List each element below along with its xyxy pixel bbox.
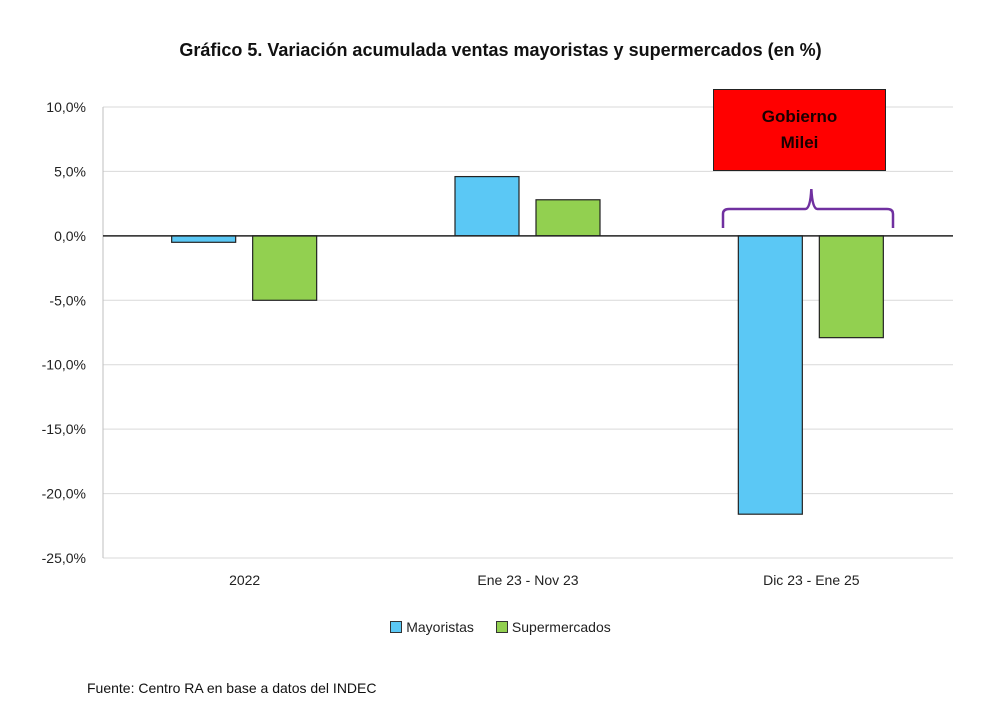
gobierno-milei-annotation: Gobierno Milei bbox=[713, 89, 886, 171]
y-tick-label: 5,0% bbox=[54, 163, 86, 179]
y-tick-label: -10,0% bbox=[42, 357, 86, 373]
y-tick-label: 0,0% bbox=[54, 228, 86, 244]
bar-supermercados-0 bbox=[252, 235, 318, 301]
legend-label: Mayoristas bbox=[406, 619, 474, 635]
annotation-line2: Milei bbox=[780, 133, 819, 152]
legend-label: Supermercados bbox=[511, 619, 611, 635]
y-tick-label: -5,0% bbox=[49, 292, 86, 308]
legend-swatch bbox=[390, 621, 403, 633]
x-tick-label: 2022 bbox=[229, 572, 260, 588]
legend-item-supermercados: Supermercados bbox=[495, 619, 611, 635]
y-tick-label: -25,0% bbox=[42, 550, 86, 566]
bar-mayoristas-1 bbox=[454, 175, 520, 237]
x-tick-label: Dic 23 - Ene 25 bbox=[763, 572, 860, 588]
legend-item-mayoristas: Mayoristas bbox=[390, 619, 474, 635]
source-note: Fuente: Centro RA en base a datos del IN… bbox=[87, 680, 377, 696]
y-tick-label: -20,0% bbox=[42, 486, 86, 502]
x-tick-label: Ene 23 - Nov 23 bbox=[477, 572, 578, 588]
y-tick-label: -15,0% bbox=[42, 421, 86, 437]
legend-swatch bbox=[495, 621, 508, 633]
annotation-line1: Gobierno bbox=[761, 107, 838, 126]
y-tick-label: 10,0% bbox=[46, 99, 86, 115]
bar-supermercados-2 bbox=[818, 235, 884, 339]
bracket-icon bbox=[721, 188, 895, 228]
bar-supermercados-1 bbox=[535, 199, 601, 237]
legend: Mayoristas Supermercados bbox=[0, 619, 1001, 635]
chart-title: Gráfico 5. Variación acumulada ventas ma… bbox=[179, 40, 822, 60]
bar-mayoristas-0 bbox=[171, 235, 237, 243]
bar-mayoristas-2 bbox=[737, 235, 803, 515]
